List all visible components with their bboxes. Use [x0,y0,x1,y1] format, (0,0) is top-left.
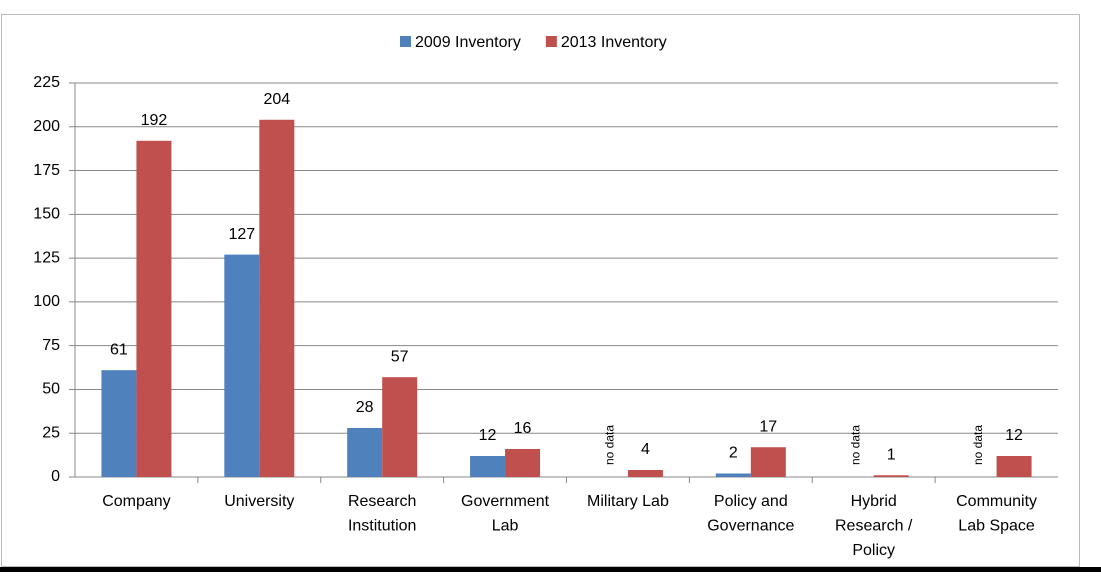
value-label: 127 [228,226,255,243]
y-tick-label: 125 [33,249,60,266]
value-label: 28 [356,399,374,416]
value-label: no data [603,425,617,465]
value-label: 4 [641,441,650,458]
y-tick-label: 0 [51,468,60,485]
value-label: 16 [514,420,532,437]
value-label: 204 [263,91,290,108]
x-tick-label: Community Lab Space [956,493,1037,535]
y-tick-label: 150 [33,206,60,223]
legend-swatch [400,36,411,47]
bar [715,473,751,477]
bottom-edge [0,567,1101,572]
y-tick-label: 75 [42,337,60,354]
value-label: 12 [479,427,497,444]
bar [470,455,506,477]
x-tick-label: Policy and Governance [707,493,794,535]
value-label: 61 [110,341,128,358]
x-tick-label: University [224,493,294,510]
x-tick-label: Military Lab [587,493,669,510]
bar [996,455,1032,477]
bar [136,140,172,477]
x-tick-label: Research Institution [348,493,416,535]
bar [505,448,541,477]
y-tick-label: 50 [42,381,60,398]
bar [347,427,383,477]
chart-frame [1,14,1080,567]
value-label: no data [848,425,862,465]
bar [224,254,260,477]
value-label: 192 [141,112,168,129]
y-tick-label: 25 [42,424,60,441]
y-tick-label: 100 [33,293,60,310]
x-tick-label: Company [102,493,170,510]
value-label: 17 [759,418,777,435]
value-label: 12 [1005,427,1023,444]
legend-label: 2009 Inventory [415,34,521,51]
y-tick-label: 225 [33,74,60,91]
x-tick-label: Hybrid Research / Policy [835,493,913,559]
bar [750,447,786,477]
value-label: 2 [729,445,738,462]
x-tick-label: Government Lab [461,493,550,535]
y-tick-label: 200 [33,118,60,135]
bar [101,370,137,477]
y-tick-label: 175 [33,162,60,179]
legend-swatch [545,36,557,47]
bar [382,377,418,477]
bar [259,119,295,478]
value-label: no data [971,425,985,465]
value-label: 57 [391,348,409,365]
bar [873,475,909,477]
value-label: 1 [887,446,896,463]
legend-label: 2013 Inventory [561,34,667,51]
bar [627,469,663,477]
